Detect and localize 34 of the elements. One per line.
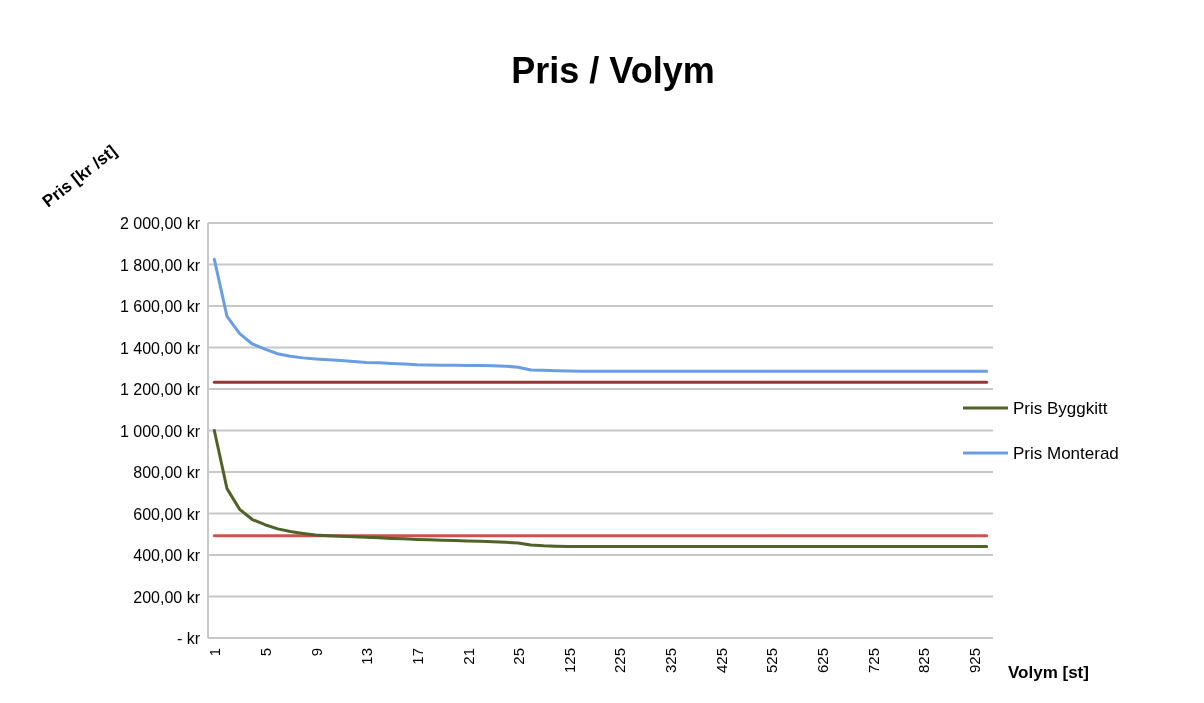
- y-tick-label: 400,00 kr: [133, 547, 201, 564]
- line-series: [212, 257, 989, 373]
- x-tick-label: 9: [307, 648, 325, 657]
- y-tick-label: 2 000,00 kr: [119, 215, 201, 232]
- y-tick-label: 1 400,00 kr: [119, 339, 201, 357]
- y-tick-label: 1 200,00 kr: [119, 381, 201, 398]
- x-tick-label: 325: [662, 648, 680, 674]
- y-tick-label: 600,00 kr: [133, 505, 201, 523]
- x-tick-label: 225: [611, 648, 629, 674]
- x-tick-label: 21: [459, 648, 477, 665]
- x-tick-label: 25: [510, 648, 528, 665]
- chart-title: Pris / Volym: [511, 50, 715, 91]
- y-tick-label: 1 800,00 kr: [119, 256, 201, 274]
- y-tick-label: 1 000,00 kr: [119, 422, 201, 440]
- x-tick-label: 925: [966, 648, 984, 674]
- x-tick-label: 1: [206, 648, 224, 657]
- legend-label: Pris Byggkitt: [1013, 399, 1108, 418]
- x-tick-label: 425: [712, 648, 730, 674]
- x-tick-label: 525: [763, 648, 781, 674]
- x-axis-title: Volym [st]: [1008, 663, 1089, 682]
- y-tick-label: 200,00 kr: [133, 588, 201, 606]
- line-series: [212, 429, 989, 548]
- x-tick-label: 5: [256, 648, 274, 657]
- x-tick-label: 17: [408, 648, 426, 665]
- legend-label: Pris Monterad: [1013, 444, 1119, 463]
- x-tick-label: 13: [358, 648, 376, 665]
- x-tick-label: 125: [560, 648, 578, 674]
- y-axis-title: Pris [kr /st]: [38, 141, 121, 212]
- x-tick-label: 725: [864, 648, 882, 674]
- x-tick-label: 625: [814, 648, 832, 674]
- y-tick-label: 1 600,00 kr: [119, 298, 201, 315]
- x-tick-label: 825: [915, 648, 933, 674]
- y-tick-label: 800,00 kr: [133, 464, 201, 481]
- y-tick-label: - kr: [176, 630, 201, 647]
